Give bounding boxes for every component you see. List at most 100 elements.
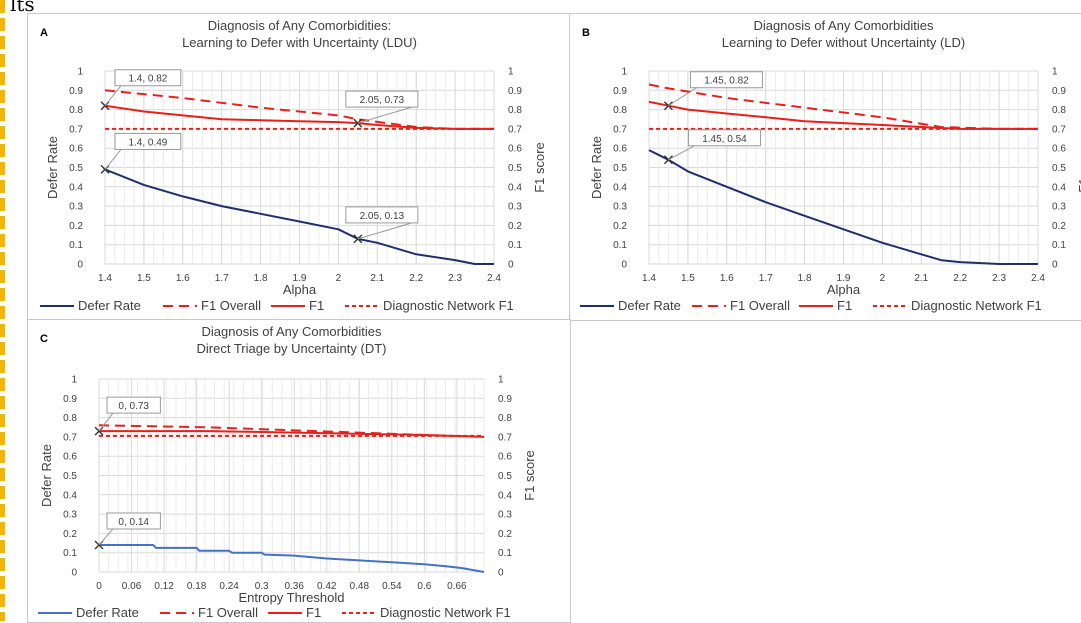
x-tick: 1.8 bbox=[254, 273, 268, 284]
legend-entry: F1 Overall bbox=[201, 298, 261, 313]
y-tick-right: 0 bbox=[498, 568, 504, 579]
y-tick-right: 0.9 bbox=[498, 394, 512, 405]
y-tick-right: 0.6 bbox=[508, 144, 522, 155]
x-tick: 2.3 bbox=[992, 273, 1006, 284]
y-tick-right: 0.2 bbox=[1052, 221, 1066, 232]
y-tick-right: 0.5 bbox=[1052, 163, 1066, 174]
chart-svg: C Diagnosis of Any Comorbidities Direct Tr… bbox=[38, 324, 537, 620]
x-tick: 0.18 bbox=[187, 581, 207, 592]
callout-box bbox=[106, 512, 161, 530]
x-tick: 2 bbox=[336, 273, 342, 284]
y-tick-right: 1 bbox=[1052, 67, 1058, 78]
callout-leader bbox=[668, 145, 695, 161]
y-tick-right: 0.3 bbox=[498, 510, 512, 521]
y-axis-title-left: Defer Rate bbox=[39, 444, 54, 507]
x-tick: 0.66 bbox=[447, 581, 467, 592]
y-tick-left: 0.9 bbox=[63, 394, 77, 405]
x-tick: 1.4 bbox=[642, 273, 656, 284]
y-tick-right: 0.7 bbox=[498, 432, 512, 443]
data-label: 0, 0.73 bbox=[118, 401, 149, 412]
callout-box bbox=[345, 206, 419, 224]
y-tick-right: 0.5 bbox=[498, 471, 512, 482]
legend-entry: F1 bbox=[309, 298, 324, 313]
callout-leader bbox=[357, 222, 412, 240]
y-tick-left: 1 bbox=[71, 375, 77, 386]
y-tick-right: 0.2 bbox=[508, 221, 522, 232]
callout-box bbox=[689, 71, 763, 89]
x-tick: 1.4 bbox=[98, 273, 112, 284]
y-tick-right: 0.8 bbox=[1052, 105, 1066, 116]
y-tick-right: 0.4 bbox=[1052, 182, 1066, 193]
panel-label: B bbox=[582, 27, 590, 39]
x-tick: 2.1 bbox=[914, 273, 928, 284]
callout-box bbox=[106, 396, 161, 414]
x-tick: 0.6 bbox=[417, 581, 431, 592]
y-tick-right: 0.6 bbox=[498, 452, 512, 463]
y-tick-right: 0.4 bbox=[498, 490, 512, 501]
y-tick-right: 0.2 bbox=[498, 529, 512, 540]
y-tick-left: 0.8 bbox=[69, 105, 83, 116]
data-label: 2.05, 0.13 bbox=[360, 211, 405, 222]
x-tick: 0.42 bbox=[317, 581, 337, 592]
y-tick-right: 0.1 bbox=[508, 240, 522, 251]
x-tick: 1.6 bbox=[720, 273, 734, 284]
x-tick: 0.06 bbox=[122, 581, 142, 592]
x-tick: 0 bbox=[96, 581, 102, 592]
legend-entry: Diagnostic Network F1 bbox=[911, 298, 1042, 313]
data-label: 1.45, 0.82 bbox=[704, 76, 749, 87]
y-tick-left: 0.3 bbox=[63, 510, 77, 521]
chart-title-line: Diagnosis of Any Comorbidities bbox=[202, 324, 382, 339]
y-tick-left: 0.2 bbox=[613, 221, 627, 232]
data-label: 0, 0.14 bbox=[118, 517, 149, 528]
y-tick-right: 0.7 bbox=[1052, 124, 1066, 135]
series-line-defer-rate bbox=[648, 149, 1038, 265]
x-tick: 1.9 bbox=[293, 273, 307, 284]
x-tick: 2.2 bbox=[409, 273, 423, 284]
legend-entry: Defer Rate bbox=[76, 605, 139, 620]
x-tick: 1.7 bbox=[759, 273, 773, 284]
legend-entry: Defer Rate bbox=[618, 298, 681, 313]
y-tick-left: 0.3 bbox=[69, 202, 83, 213]
x-tick: 1.7 bbox=[215, 273, 229, 284]
series-line-f1 bbox=[104, 104, 494, 130]
chart-panel-c: C Diagnosis of Any Comorbidities Direct Tr… bbox=[27, 319, 571, 623]
x-tick: 2 bbox=[880, 273, 886, 284]
series-line-defer-rate bbox=[104, 168, 494, 265]
y-tick-left: 0.9 bbox=[613, 86, 627, 97]
y-tick-right: 0.4 bbox=[508, 182, 522, 193]
x-tick: 2.3 bbox=[448, 273, 462, 284]
data-label: 1.45, 0.54 bbox=[702, 134, 747, 145]
y-tick-right: 0.8 bbox=[498, 413, 512, 424]
chart-title-line: Learning to Defer without Uncertainty (L… bbox=[722, 35, 966, 50]
callout-leader bbox=[104, 85, 122, 107]
callout-leader bbox=[357, 106, 412, 124]
y-axis-title-right: F1 score bbox=[522, 450, 537, 501]
x-tick: 0.36 bbox=[284, 581, 304, 592]
y-tick-left: 0.4 bbox=[63, 490, 77, 501]
y-tick-left: 0.2 bbox=[63, 529, 77, 540]
x-tick: 0.54 bbox=[382, 581, 402, 592]
y-tick-right: 0.5 bbox=[508, 163, 522, 174]
y-tick-left: 0.8 bbox=[613, 105, 627, 116]
y-tick-right: 0.7 bbox=[508, 124, 522, 135]
x-tick: 0.48 bbox=[350, 581, 370, 592]
y-tick-right: 0.6 bbox=[1052, 144, 1066, 155]
y-tick-left: 0.3 bbox=[613, 202, 627, 213]
callout-leader bbox=[98, 528, 114, 546]
panel-label: A bbox=[40, 27, 48, 39]
y-tick-right: 0.8 bbox=[508, 105, 522, 116]
y-axis-title-left: Defer Rate bbox=[589, 136, 604, 199]
chart-panel-a: A Diagnosis of Any Comorbidities: Learning… bbox=[27, 13, 571, 321]
x-tick: 1.6 bbox=[176, 273, 190, 284]
callout-box bbox=[345, 90, 419, 108]
x-axis-title: Alpha bbox=[827, 282, 861, 297]
x-tick: 2.4 bbox=[487, 273, 501, 284]
chart-title-line: Learning to Defer with Uncertainty (LDU) bbox=[182, 35, 417, 50]
chart-title-line: Diagnosis of Any Comorbidities bbox=[754, 18, 934, 33]
series-line-defer-rate bbox=[99, 544, 485, 573]
y-tick-left: 0.2 bbox=[69, 221, 83, 232]
y-tick-right: 0.3 bbox=[508, 202, 522, 213]
callout-leader bbox=[104, 149, 122, 170]
legend-entry: F1 bbox=[837, 298, 852, 313]
x-tick: 2.1 bbox=[370, 273, 384, 284]
